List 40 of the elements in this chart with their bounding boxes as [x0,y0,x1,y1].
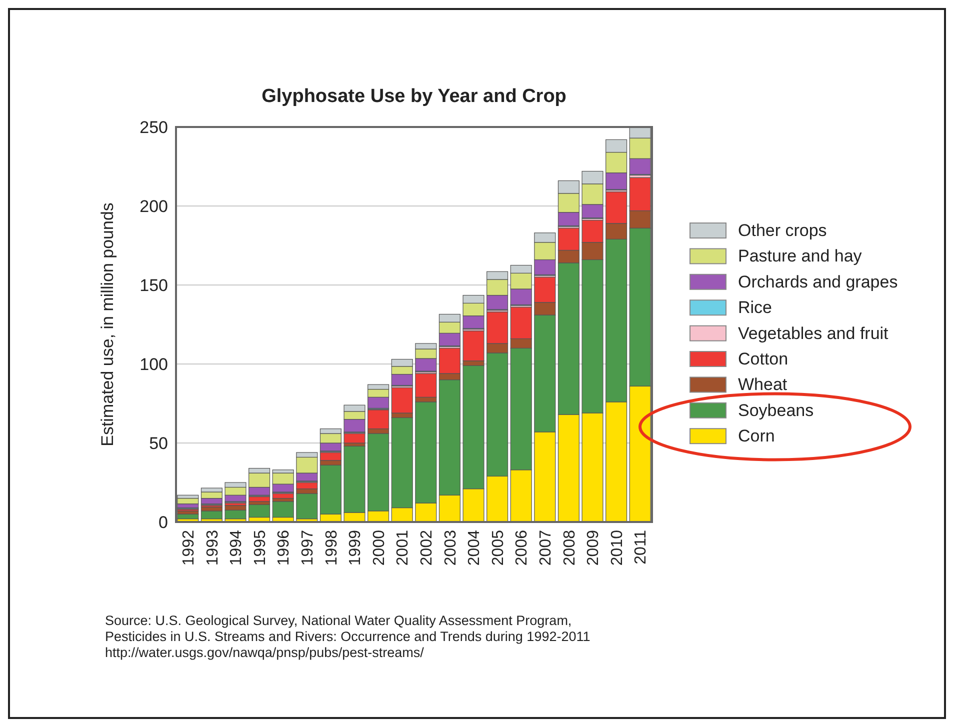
x-tick-label: 2000 [370,530,388,566]
legend-label: Vegetables and fruit [738,324,889,343]
x-tick-label: 2004 [466,530,484,566]
x-tick-label: 2007 [538,530,554,566]
y-axis-title: Estimated use, in million pounds [98,202,117,446]
x-tick-label: 2001 [394,530,412,566]
x-tick-label: 1993 [204,530,222,566]
y-tick-label: 100 [140,354,168,374]
x-tick-label: 2010 [608,530,626,566]
x-tick-label: 1998 [323,530,340,566]
y-tick-label: 50 [149,434,168,453]
x-tick-label: 1999 [347,530,364,566]
source-note: Source: U.S. Geological Survey, National Water Quality Assessment Program, [105,613,572,628]
y-tick-label: 200 [140,196,168,216]
x-tick-label: 1994 [228,530,246,566]
x-tick-label: 2008 [561,530,578,566]
y-tick-label: 250 [140,118,168,137]
legend-label: Orchards and grapes [738,272,898,292]
x-tick-label: 1995 [252,530,269,566]
x-tick-label: 2003 [442,530,460,566]
legend-label: Cotton [738,349,788,368]
text: Pesticides in U.S. Streams and Rivers: Occurrence and Trends during 1992-2011 [105,629,590,644]
x-tick-label: 1996 [276,530,293,566]
x-tick-label: 2005 [490,530,507,566]
y-tick-label: 0 [158,512,168,532]
legend-label: Pasture and hay [738,246,862,266]
x-tick-label: 2009 [585,530,602,566]
legend-label: Rice [738,298,772,318]
text: http://water.usgs.gov/nawqa/pnsp/pubs/pest-streams/ [105,645,424,660]
x-tick-label: 2002 [418,530,436,566]
legend-label: Wheat [738,375,788,394]
chart-title: Glyphosate Use by Year and Crop [262,86,566,107]
legend-label: Other crops [738,220,827,240]
legend-label: Soybeans [738,400,814,420]
legend-label: Corn [738,426,775,446]
x-tick-label: 2011 [632,530,650,564]
x-tick-label: 1997 [300,530,316,566]
y-tick-label: 150 [140,276,168,295]
x-tick-label: 1992 [180,530,198,566]
x-tick-label: 2006 [514,530,531,566]
